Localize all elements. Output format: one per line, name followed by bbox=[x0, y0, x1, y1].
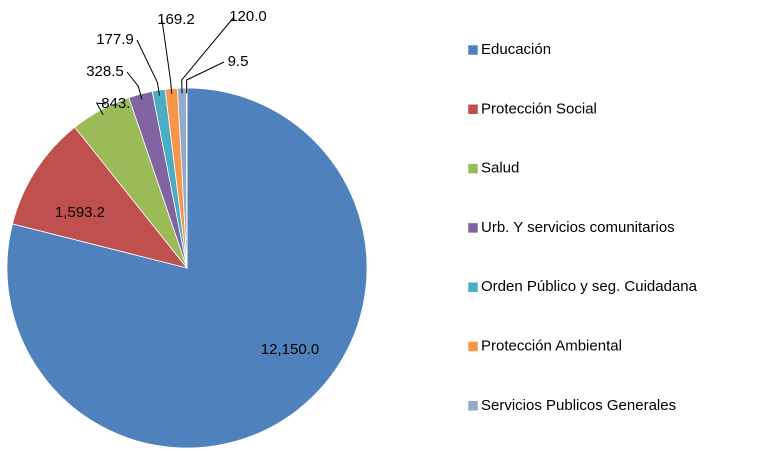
data-label: 12,150.0 bbox=[261, 341, 319, 358]
legend-label: Urb. Y servicios comunitarios bbox=[481, 219, 675, 236]
legend-swatch bbox=[467, 163, 479, 174]
legend-label: Servicios Publicos Generales bbox=[481, 397, 676, 414]
legend-label: Protección Ambiental bbox=[481, 337, 622, 354]
leader-line bbox=[186, 61, 225, 94]
data-label: 120.0 bbox=[229, 8, 267, 25]
legend-swatch bbox=[467, 341, 479, 352]
legend-swatch bbox=[467, 222, 479, 234]
pie-slice bbox=[6, 87, 368, 449]
leader-line bbox=[126, 71, 143, 100]
data-label: 9.5 bbox=[228, 53, 249, 70]
pie-slice bbox=[11, 126, 189, 269]
data-label: 177.9 bbox=[96, 31, 134, 48]
legend-label: Protección Social bbox=[481, 100, 597, 117]
legend-swatch bbox=[467, 104, 479, 115]
legend-label: Orden Público y seg. Cuidadana bbox=[481, 278, 698, 295]
legend-label: Salud bbox=[481, 160, 519, 177]
legend-swatch bbox=[467, 44, 479, 56]
data-label: 328.5 bbox=[86, 63, 124, 80]
leader-line bbox=[161, 19, 173, 95]
data-label: 1,593.2 bbox=[55, 204, 105, 221]
legend-swatch bbox=[467, 281, 479, 293]
leader-line bbox=[95, 102, 107, 116]
legend-label: Educación bbox=[481, 41, 551, 58]
legend-swatch bbox=[467, 400, 479, 412]
leader-line bbox=[181, 16, 235, 94]
data-label: 169.2 bbox=[157, 11, 195, 28]
leader-line bbox=[136, 39, 160, 96]
